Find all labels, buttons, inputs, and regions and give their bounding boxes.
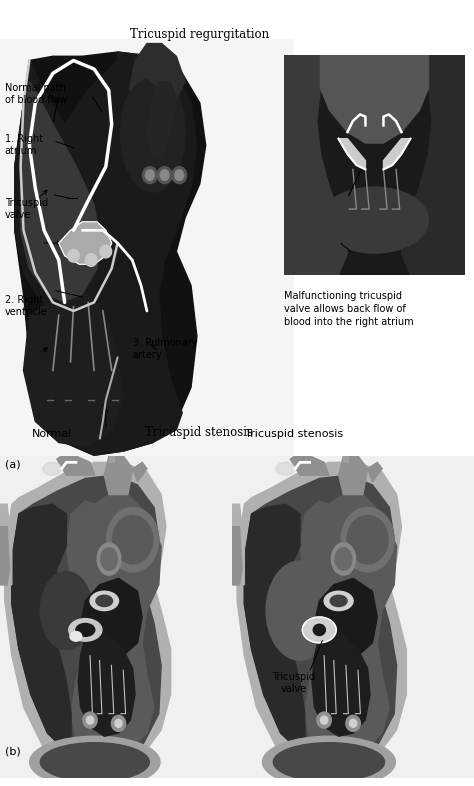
Polygon shape [284, 55, 347, 275]
Ellipse shape [96, 595, 113, 607]
Polygon shape [232, 527, 242, 585]
Ellipse shape [40, 743, 149, 781]
Text: Tricuspid regurgitation: Tricuspid regurgitation [129, 28, 269, 41]
Ellipse shape [317, 712, 331, 728]
Ellipse shape [90, 591, 118, 611]
Polygon shape [57, 456, 95, 476]
Ellipse shape [331, 543, 356, 575]
Ellipse shape [143, 167, 157, 184]
Polygon shape [338, 138, 365, 170]
Text: Malfunctioning tricuspid
valve allows back flow of
blood into the right atrium: Malfunctioning tricuspid valve allows ba… [284, 291, 414, 327]
Ellipse shape [266, 561, 334, 660]
Ellipse shape [273, 743, 384, 781]
Ellipse shape [263, 736, 395, 786]
Text: Tricuspid stenosis: Tricuspid stenosis [145, 426, 253, 439]
Text: (b): (b) [5, 746, 20, 756]
Ellipse shape [40, 571, 92, 649]
Ellipse shape [330, 595, 347, 607]
Polygon shape [15, 52, 206, 455]
Polygon shape [12, 476, 161, 762]
Polygon shape [133, 462, 147, 482]
Polygon shape [232, 505, 245, 585]
Ellipse shape [276, 462, 295, 476]
Ellipse shape [70, 631, 82, 641]
Ellipse shape [313, 624, 325, 636]
Ellipse shape [157, 167, 172, 184]
Polygon shape [147, 82, 176, 158]
Polygon shape [109, 456, 114, 462]
Polygon shape [15, 61, 112, 315]
Polygon shape [314, 578, 377, 656]
Text: Tricuspid
valve: Tricuspid valve [273, 672, 315, 694]
Ellipse shape [347, 516, 388, 564]
Ellipse shape [160, 170, 169, 181]
Polygon shape [300, 494, 397, 755]
Polygon shape [245, 505, 305, 755]
Ellipse shape [83, 712, 97, 728]
Ellipse shape [341, 508, 394, 572]
Ellipse shape [30, 736, 160, 786]
Ellipse shape [175, 170, 184, 181]
Ellipse shape [111, 715, 126, 732]
Ellipse shape [69, 619, 102, 641]
Text: 1. Right
atrium: 1. Right atrium [5, 134, 43, 156]
Polygon shape [312, 634, 370, 736]
Text: 2. Right
ventricle: 2. Right ventricle [5, 295, 47, 317]
Ellipse shape [97, 543, 121, 575]
Polygon shape [104, 456, 133, 494]
Ellipse shape [335, 548, 352, 571]
Polygon shape [81, 578, 142, 656]
Ellipse shape [115, 719, 122, 727]
Polygon shape [344, 456, 348, 462]
Polygon shape [368, 462, 382, 482]
Polygon shape [24, 294, 123, 446]
Polygon shape [12, 505, 71, 755]
Text: 3. Pulmonary
artery: 3. Pulmonary artery [133, 338, 197, 360]
Polygon shape [245, 476, 397, 762]
Polygon shape [401, 55, 465, 275]
Polygon shape [59, 222, 112, 264]
Ellipse shape [100, 548, 118, 571]
Polygon shape [237, 462, 406, 772]
Polygon shape [5, 462, 171, 772]
Polygon shape [35, 52, 197, 455]
Ellipse shape [172, 167, 187, 184]
Text: Normal: Normal [32, 429, 73, 439]
Polygon shape [0, 527, 9, 585]
Ellipse shape [85, 254, 97, 266]
Ellipse shape [43, 462, 62, 476]
Polygon shape [290, 456, 329, 476]
Ellipse shape [346, 715, 360, 732]
Ellipse shape [320, 187, 428, 253]
Text: Normal path
of blood flow: Normal path of blood flow [5, 83, 67, 105]
Text: (a): (a) [5, 460, 20, 470]
Ellipse shape [100, 245, 112, 258]
Ellipse shape [302, 617, 336, 643]
Ellipse shape [324, 591, 353, 611]
Text: Tricuspid
valve: Tricuspid valve [5, 198, 48, 220]
Ellipse shape [68, 249, 79, 262]
Polygon shape [78, 634, 135, 736]
Polygon shape [320, 55, 428, 143]
Polygon shape [0, 505, 12, 585]
Polygon shape [20, 82, 100, 303]
Ellipse shape [86, 716, 94, 724]
Ellipse shape [107, 508, 159, 572]
Ellipse shape [349, 719, 357, 727]
Ellipse shape [146, 170, 155, 181]
Text: Tricuspid stenosis: Tricuspid stenosis [245, 429, 343, 439]
Ellipse shape [76, 623, 95, 637]
Polygon shape [383, 138, 410, 170]
Polygon shape [129, 43, 185, 99]
Ellipse shape [113, 516, 153, 564]
Ellipse shape [320, 716, 328, 724]
Polygon shape [66, 494, 161, 755]
Ellipse shape [120, 73, 185, 192]
Polygon shape [338, 456, 368, 494]
